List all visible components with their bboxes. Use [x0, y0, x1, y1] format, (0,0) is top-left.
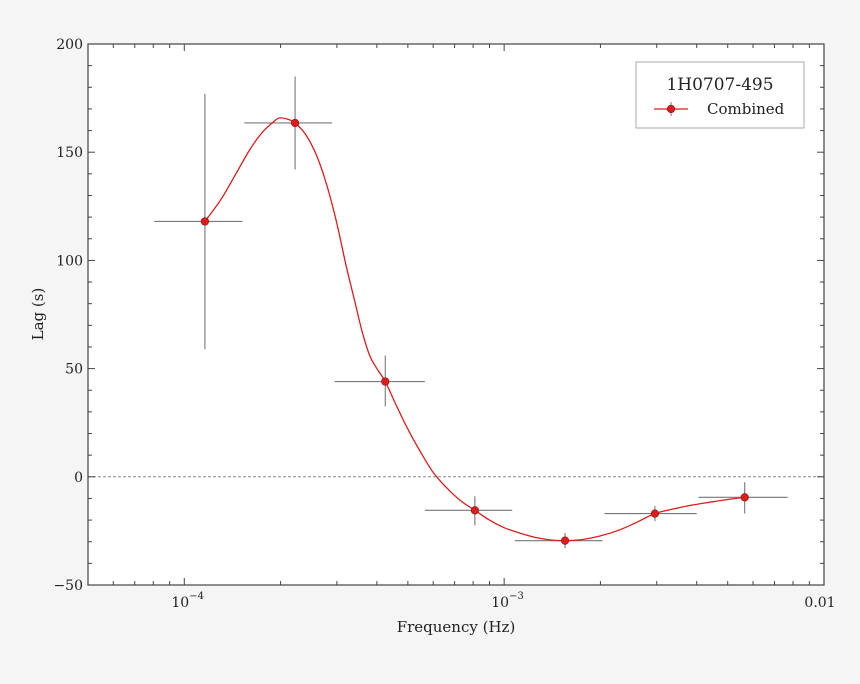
- y-tick-label: 50: [65, 362, 83, 378]
- x-axis-label: Frequency (Hz): [397, 618, 516, 636]
- y-tick-label: 0: [74, 470, 83, 486]
- y-tick-label: −50: [53, 578, 83, 594]
- y-tick-labels: −50 0 50 100 150 200: [53, 37, 83, 594]
- data-point: [290, 118, 300, 128]
- x-tick-exponent: −3: [509, 591, 524, 602]
- model-curve: [204, 117, 745, 542]
- data-point: [470, 506, 479, 515]
- data-point: [740, 493, 749, 502]
- data-point: [381, 377, 390, 386]
- plot-frame: [87, 43, 825, 586]
- plot-area: [88, 44, 824, 585]
- model-curve-path: [204, 117, 745, 542]
- data-point: [650, 509, 659, 518]
- data-point: [560, 536, 570, 545]
- y-axis-label: Lag (s): [29, 288, 47, 341]
- y-tick-label: 100: [56, 253, 83, 269]
- axis-ticks: [87, 43, 825, 586]
- x-tick-labels: 10 −4 10 −3 0.01: [171, 591, 835, 611]
- y-tick-label: 200: [56, 37, 83, 53]
- y-tick-label: 150: [56, 145, 83, 161]
- legend-box: [635, 61, 805, 129]
- legend-entry-combined: Combined: [707, 100, 785, 118]
- legend-title: 1H0707-495: [666, 75, 773, 95]
- x-tick-label: 10: [491, 595, 509, 611]
- x-tick-label: 0.01: [804, 595, 835, 611]
- legend-marker-icon: [666, 104, 676, 114]
- data-point: [200, 217, 210, 226]
- x-tick-label: 10: [171, 595, 189, 611]
- data-points: [200, 118, 749, 545]
- legend: 1H0707-495 Combined: [635, 61, 805, 129]
- x-tick-exponent: −4: [189, 591, 204, 602]
